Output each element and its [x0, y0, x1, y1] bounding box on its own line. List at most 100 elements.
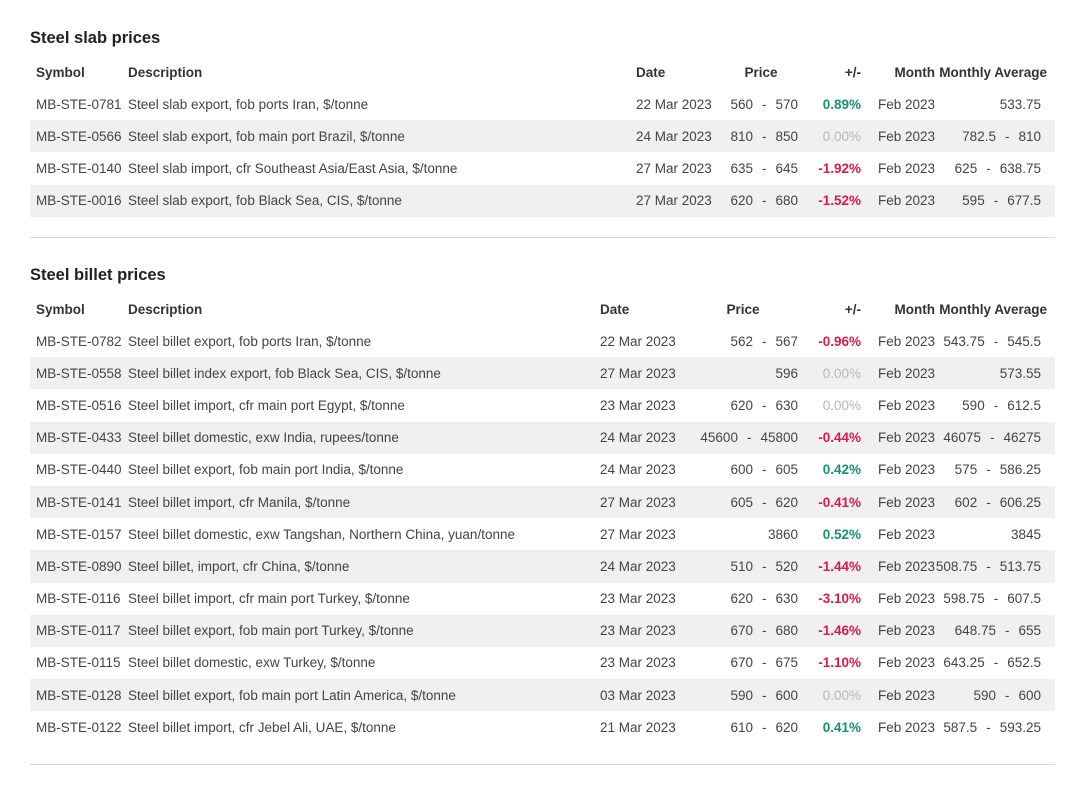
range-separator: -: [1004, 128, 1010, 144]
cell-price: 560-570: [716, 88, 806, 120]
average-high: 810: [1018, 128, 1041, 144]
value-range: 810-850: [730, 129, 798, 144]
cell-symbol: MB-STE-0890: [36, 558, 122, 574]
range-separator: -: [761, 623, 767, 639]
average-high: 593.25: [999, 719, 1041, 735]
average-low: 575: [954, 462, 978, 478]
cell-symbol: MB-STE-0117: [36, 623, 121, 639]
cell-symbol: MB-STE-0016: [36, 193, 122, 209]
cell-monthly-average: 508.75-513.75: [935, 550, 1055, 582]
section-title: Steel slab prices: [30, 29, 161, 47]
average-high: 573.55: [999, 365, 1041, 381]
cell-date: 21 Mar 2023: [600, 719, 676, 735]
value-range: 508.75-513.75: [936, 559, 1041, 574]
price-high: 850: [775, 128, 798, 144]
value-range: 573.55: [1000, 366, 1041, 381]
cell-date: 23 Mar 2023: [600, 591, 676, 607]
cell-monthly-average: 590-600: [935, 679, 1055, 711]
cell-monthly-average: 46075-46275: [935, 422, 1055, 454]
col-header-month: Month: [894, 301, 935, 317]
cell-price: 596: [680, 357, 806, 389]
cell-description: Steel billet export, fob main port Latin…: [128, 687, 456, 703]
table-row: MB-STE-0122 Steel billet import, cfr Jebe…: [30, 711, 1055, 743]
price-high: 45800: [760, 430, 798, 446]
cell-price: 620-630: [680, 583, 806, 615]
billet-section: Steel billet prices Symbol Description D…: [30, 263, 1055, 743]
table-row: MB-STE-0115 Steel billet domestic, exw Tu…: [30, 647, 1055, 679]
value-range: 590-600: [730, 688, 798, 703]
cell-symbol: MB-STE-0122: [36, 719, 122, 735]
cell-price: 620-630: [680, 389, 806, 421]
cell-description: Steel billet domestic, exw Turkey, $/ton…: [128, 655, 376, 671]
value-range: 590-612.5: [962, 398, 1041, 413]
price-high: 645: [775, 160, 798, 176]
average-high: 3845: [1010, 526, 1041, 542]
slab-price-table: Symbol Description Date Price +/- Month …: [30, 56, 1055, 217]
cell-description: Steel billet import, cfr Jebel Ali, UAE,…: [128, 719, 396, 735]
col-header-price: Price: [744, 64, 778, 80]
average-low: 782.5: [962, 128, 996, 144]
value-range: 602-606.25: [955, 495, 1041, 510]
table-row: MB-STE-0558 Steel billet index export, fo…: [30, 357, 1055, 390]
cell-change: -1.10%: [818, 655, 861, 671]
price-low: 562: [730, 333, 753, 349]
col-header-symbol: Symbol: [36, 301, 85, 317]
average-low: 625: [954, 160, 978, 176]
range-separator: -: [986, 719, 991, 735]
table-row: MB-STE-0440 Steel billet export, fob main…: [30, 454, 1055, 486]
table-row: MB-STE-0140 Steel slab import, cfr Southe…: [30, 152, 1055, 184]
cell-symbol: MB-STE-0116: [36, 591, 121, 607]
col-header-date: Date: [636, 64, 666, 80]
table-row: MB-STE-0116 Steel billet import, cfr main…: [30, 583, 1055, 615]
cell-price: 620-680: [716, 185, 806, 217]
range-separator: -: [993, 193, 999, 209]
table-row: MB-STE-0781 Steel slab export, fob ports …: [30, 88, 1055, 120]
price-high: 680: [775, 193, 798, 209]
price-high: 675: [775, 655, 798, 671]
cell-monthly-average: 533.75: [935, 88, 1055, 120]
col-header-price: Price: [726, 301, 760, 317]
value-range: 598.75-607.5: [943, 591, 1041, 606]
section-divider: [30, 764, 1055, 765]
average-high: 545.5: [1007, 333, 1041, 349]
value-range: 3845: [1011, 527, 1041, 542]
price-high: 620: [775, 494, 798, 510]
billet-table-body: MB-STE-0782 Steel billet export, fob port…: [30, 325, 1055, 743]
section-title: Steel billet prices: [30, 266, 166, 284]
average-high: 533.75: [999, 96, 1041, 112]
cell-change: 0.00%: [822, 365, 861, 381]
value-range: 543.75-545.5: [943, 334, 1041, 349]
price-high: 620: [775, 719, 798, 735]
cell-description: Steel billet import, cfr Manila, $/tonne: [128, 494, 351, 510]
cell-date: 27 Mar 2023: [636, 160, 712, 176]
cell-price: 635-645: [716, 152, 806, 184]
col-header-description: Description: [128, 64, 203, 80]
price-low: 560: [730, 96, 753, 112]
cell-change: 0.41%: [822, 719, 861, 735]
section-divider: [30, 237, 1055, 238]
billet-price-table: Symbol Description Date Price +/- Month …: [30, 293, 1055, 743]
range-separator: -: [761, 333, 767, 349]
cell-date: 24 Mar 2023: [600, 430, 676, 446]
price-high: 600: [775, 687, 798, 703]
average-high: 513.75: [999, 558, 1041, 574]
price-low: 510: [730, 558, 753, 574]
cell-monthly-average: 643.25-652.5: [935, 647, 1055, 679]
range-separator: -: [761, 462, 767, 478]
value-range: 648.75-655: [955, 623, 1041, 638]
average-low: 595: [962, 193, 985, 209]
table-row: MB-STE-0566 Steel slab export, fob main p…: [30, 120, 1055, 153]
range-separator: -: [1004, 687, 1010, 703]
cell-month: Feb 2023: [877, 333, 935, 349]
cell-description: Steel billet import, cfr main port Egypt…: [128, 397, 405, 413]
price-high: 596: [775, 365, 798, 381]
cell-month: Feb 2023: [877, 719, 935, 735]
slab-table-body: MB-STE-0781 Steel slab export, fob ports …: [30, 88, 1055, 217]
range-separator: -: [761, 160, 767, 176]
price-high: 680: [775, 623, 798, 639]
range-separator: -: [761, 128, 767, 144]
cell-change: -1.52%: [818, 193, 861, 209]
cell-date: 24 Mar 2023: [600, 558, 676, 574]
price-high: 630: [775, 397, 798, 413]
price-low: 610: [730, 719, 753, 735]
